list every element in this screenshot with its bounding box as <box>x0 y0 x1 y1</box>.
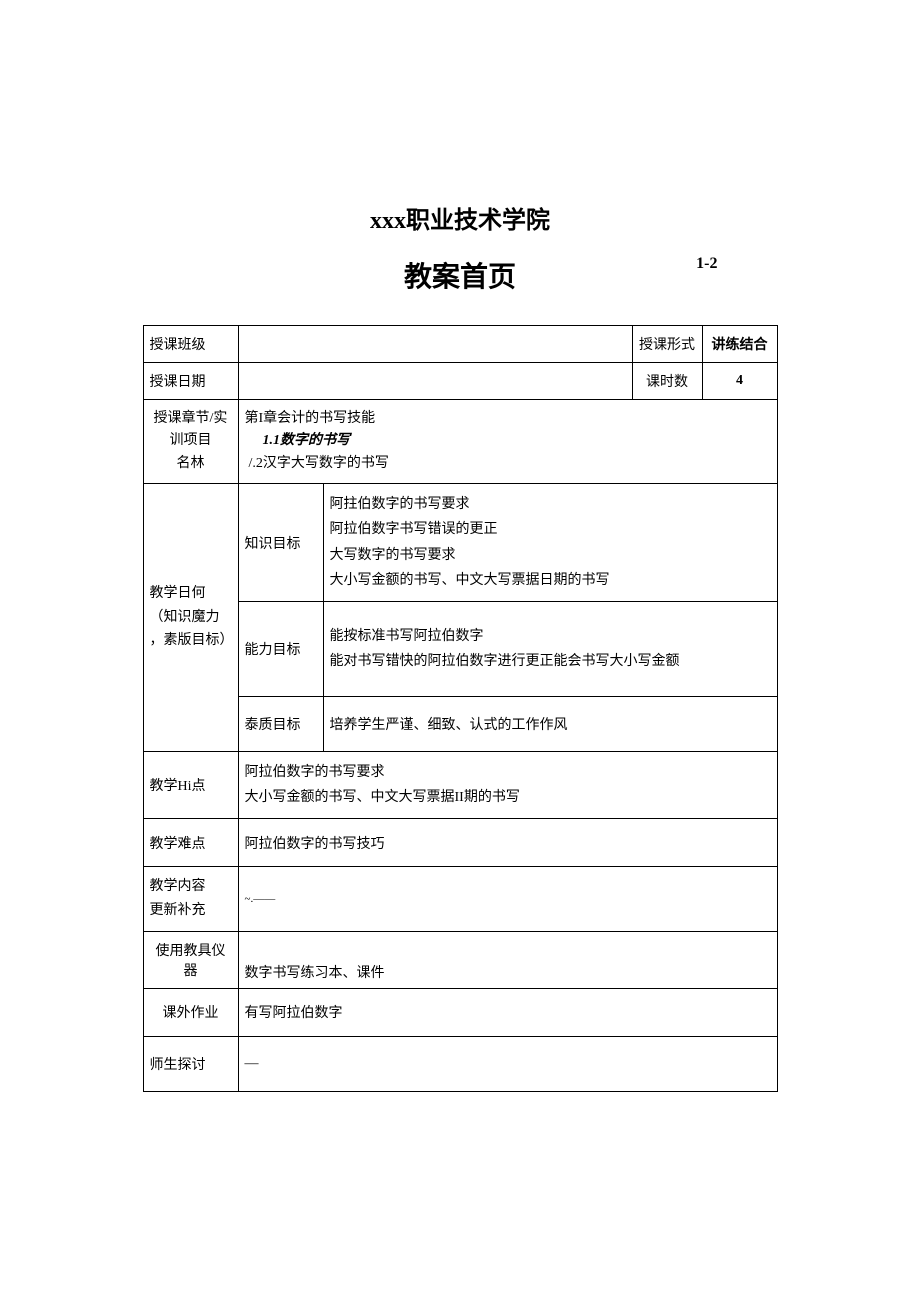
lesson-plan-table: 授课班级 授课形式 讲练结合 授课日期 课时数 4 授课章节/实 训项目 名林 … <box>143 325 778 1092</box>
ability-goal-label: 能力目标 <box>238 601 323 696</box>
class-label: 授课班级 <box>143 326 238 363</box>
chapter-line3: /.2汉字大写数字的书写 <box>245 453 771 475</box>
row-chapter: 授课章节/实 训项目 名林 第I章会计的书写技能 1.1数字的书写 /.2汉字大… <box>143 400 777 484</box>
knowledge-goal-label: 知识目标 <box>238 484 323 602</box>
chapter-label: 授课章节/实 训项目 名林 <box>143 400 238 484</box>
chapter-line2: 1.1数字的书写 <box>245 430 771 452</box>
row-quality-goal: 泰质目标 培养学生严谨、细致、认式的工作作风 <box>143 696 777 751</box>
chapter-label-line3: 名林 <box>150 453 232 475</box>
subtitle-row: 教案首页 1-2 <box>143 255 778 295</box>
key-points-label: 教学Hi点 <box>143 751 238 818</box>
knowledge-goal-line3: 大写数字的书写要求 <box>330 543 771 568</box>
hours-value: 4 <box>702 363 777 400</box>
row-key-points: 教学Hi点 阿拉伯数字的书写要求 大小写金额的书写、中文大写票据II期的书写 <box>143 751 777 818</box>
row-date: 授课日期 课时数 4 <box>143 363 777 400</box>
homework-label: 课外作业 <box>143 988 238 1036</box>
goals-label-line3: ，素版目标） <box>150 629 232 653</box>
chapter-label-line2: 训项目 <box>150 430 232 452</box>
subtitle: 教案首页 <box>404 255 516 295</box>
content-update-label: 教学内容 更新补充 <box>143 867 238 932</box>
ability-goal-line1: 能按标准书写阿拉伯数字 <box>330 624 771 649</box>
key-points-line1: 阿拉伯数字的书写要求 <box>245 760 771 785</box>
hours-label: 课时数 <box>632 363 702 400</box>
discussion-value: — <box>238 1036 777 1091</box>
knowledge-goal-content: 阿拄伯数字的书写要求 阿拉伯数字书写错误的更正 大写数字的书写要求 大小写金额的… <box>323 484 777 602</box>
difficulty-value: 阿拉伯数字的书写技巧 <box>238 819 777 867</box>
row-content-update: 教学内容 更新补充 ~.—— <box>143 867 777 932</box>
date-label: 授课日期 <box>143 363 238 400</box>
teach-form-label: 授课形式 <box>632 326 702 363</box>
date-value <box>238 363 632 400</box>
row-class: 授课班级 授课形式 讲练结合 <box>143 326 777 363</box>
content-update-label-line1: 教学内容 <box>150 875 232 899</box>
homework-value: 有写阿拉伯数字 <box>238 988 777 1036</box>
equipment-label: 使用教具仪器 <box>143 931 238 988</box>
knowledge-goal-line2: 阿拉伯数字书写错误的更正 <box>330 517 771 542</box>
key-points-line2: 大小写金额的书写、中文大写票据II期的书写 <box>245 785 771 810</box>
chapter-content: 第I章会计的书写技能 1.1数字的书写 /.2汉字大写数字的书写 <box>238 400 777 484</box>
row-discussion: 师生探讨 — <box>143 1036 777 1091</box>
goals-label: 教学日何 （知识魔力 ，素版目标） <box>143 484 238 752</box>
goals-label-line1: 教学日何 <box>150 582 232 606</box>
equipment-value: 数字书写练习本、课件 <box>238 931 777 988</box>
ability-goal-line2: 能对书写错快的阿拉伯数字进行更正能会书写大小写金额 <box>330 649 771 674</box>
class-value <box>238 326 632 363</box>
content-update-label-line2: 更新补充 <box>150 899 232 923</box>
chapter-line1: 第I章会计的书写技能 <box>245 408 771 430</box>
knowledge-goal-line4: 大小写金额的书写、中文大写票据日期的书写 <box>330 568 771 593</box>
page-number: 1-2 <box>696 255 717 273</box>
row-ability-goal: 能力目标 能按标准书写阿拉伯数字 能对书写错快的阿拉伯数字进行更正能会书写大小写… <box>143 601 777 696</box>
difficulty-label: 教学难点 <box>143 819 238 867</box>
chapter-label-line1: 授课章节/实 <box>150 408 232 430</box>
quality-goal-label: 泰质目标 <box>238 696 323 751</box>
ability-goal-content: 能按标准书写阿拉伯数字 能对书写错快的阿拉伯数字进行更正能会书写大小写金额 <box>323 601 777 696</box>
row-knowledge-goal: 教学日何 （知识魔力 ，素版目标） 知识目标 阿拄伯数字的书写要求 阿拉伯数字书… <box>143 484 777 602</box>
institution-title: xxx职业技术学院 <box>143 200 778 235</box>
row-difficulty: 教学难点 阿拉伯数字的书写技巧 <box>143 819 777 867</box>
page-container: xxx职业技术学院 教案首页 1-2 授课班级 授课形式 讲练结合 授课日期 课… <box>143 200 778 1092</box>
quality-goal-value: 培养学生严谨、细致、认式的工作作风 <box>323 696 777 751</box>
knowledge-goal-line1: 阿拄伯数字的书写要求 <box>330 492 771 517</box>
key-points-content: 阿拉伯数字的书写要求 大小写金额的书写、中文大写票据II期的书写 <box>238 751 777 818</box>
content-update-value: ~.—— <box>238 867 777 932</box>
row-equipment: 使用教具仪器 数字书写练习本、课件 <box>143 931 777 988</box>
goals-label-line2: （知识魔力 <box>150 606 232 630</box>
teach-form-value: 讲练结合 <box>702 326 777 363</box>
title-block: xxx职业技术学院 教案首页 1-2 <box>143 200 778 295</box>
row-homework: 课外作业 有写阿拉伯数字 <box>143 988 777 1036</box>
discussion-label: 师生探讨 <box>143 1036 238 1091</box>
